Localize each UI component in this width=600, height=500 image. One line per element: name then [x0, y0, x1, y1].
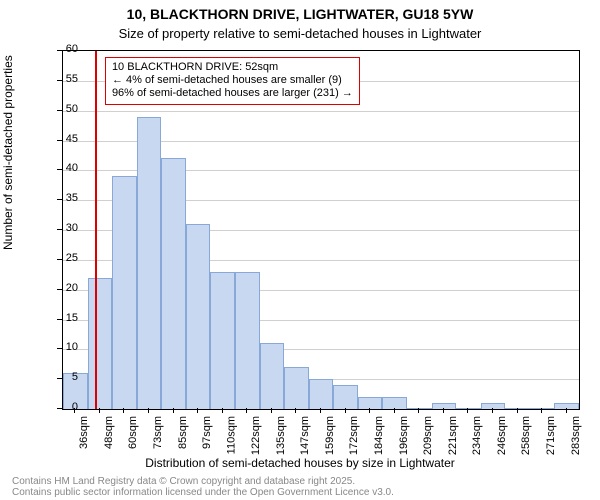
annotation-line: 10 BLACKTHORN DRIVE: 52sqm [112, 61, 353, 74]
y-tick-mark [57, 319, 62, 320]
histogram-bar [235, 272, 260, 409]
y-tick-label: 45 [48, 133, 78, 145]
x-tick-mark [541, 408, 542, 413]
histogram-bar [186, 224, 211, 409]
histogram-bar [210, 272, 235, 409]
gridline [63, 111, 579, 112]
histogram-bar [554, 403, 579, 409]
histogram-bar [284, 367, 309, 409]
y-tick-mark [57, 408, 62, 409]
histogram-bar [432, 403, 457, 409]
y-tick-mark [57, 378, 62, 379]
y-tick-label: 10 [48, 341, 78, 353]
y-tick-mark [57, 289, 62, 290]
x-tick-label: 283sqm [570, 416, 600, 455]
x-tick-mark [566, 408, 567, 413]
footer-line-2: Contains public sector information licen… [12, 487, 394, 498]
x-tick-mark [345, 408, 346, 413]
y-tick-mark [57, 259, 62, 260]
histogram-bar [137, 117, 162, 409]
histogram-bar [112, 176, 137, 409]
histogram-bar [456, 408, 481, 409]
chart-container: { "title_main": "10, BLACKTHORN DRIVE, L… [0, 0, 600, 500]
y-tick-mark [57, 110, 62, 111]
y-tick-label: 5 [48, 371, 78, 383]
x-tick-mark [148, 408, 149, 413]
y-tick-label: 50 [48, 103, 78, 115]
annotation-box: 10 BLACKTHORN DRIVE: 52sqm← 4% of semi-d… [105, 57, 360, 105]
y-tick-mark [57, 50, 62, 51]
x-tick-mark [492, 408, 493, 413]
histogram-bar [505, 408, 530, 409]
y-axis-label: Number of semi-detached properties [1, 55, 15, 250]
histogram-bar [88, 278, 113, 409]
footer-line-1: Contains HM Land Registry data © Crown c… [12, 476, 394, 487]
y-tick-mark [57, 348, 62, 349]
x-tick-mark [271, 408, 272, 413]
x-tick-mark [467, 408, 468, 413]
x-tick-mark [320, 408, 321, 413]
histogram-bar [161, 158, 186, 409]
x-tick-mark [443, 408, 444, 413]
x-tick-mark [369, 408, 370, 413]
x-tick-mark [173, 408, 174, 413]
y-tick-label: 25 [48, 252, 78, 264]
chart-title-main: 10, BLACKTHORN DRIVE, LIGHTWATER, GU18 5… [0, 6, 600, 22]
x-tick-mark [246, 408, 247, 413]
y-tick-label: 30 [48, 222, 78, 234]
histogram-bar [382, 397, 407, 409]
y-tick-mark [57, 229, 62, 230]
y-tick-mark [57, 169, 62, 170]
chart-title-sub: Size of property relative to semi-detach… [0, 26, 600, 41]
x-tick-mark [517, 408, 518, 413]
histogram-bar [260, 343, 285, 409]
y-tick-label: 20 [48, 282, 78, 294]
footer-attribution: Contains HM Land Registry data © Crown c… [12, 476, 394, 498]
annotation-line: ← 4% of semi-detached houses are smaller… [112, 74, 353, 87]
x-axis-label: Distribution of semi-detached houses by … [0, 456, 600, 470]
y-tick-mark [57, 140, 62, 141]
histogram-bar [333, 385, 358, 409]
y-tick-label: 40 [48, 162, 78, 174]
y-tick-label: 15 [48, 312, 78, 324]
reference-line [95, 51, 97, 409]
x-tick-mark [295, 408, 296, 413]
y-tick-mark [57, 80, 62, 81]
y-tick-mark [57, 199, 62, 200]
x-tick-mark [418, 408, 419, 413]
histogram-bar [309, 379, 334, 409]
x-tick-mark [222, 408, 223, 413]
annotation-line: 96% of semi-detached houses are larger (… [112, 87, 353, 100]
x-tick-mark [74, 408, 75, 413]
x-tick-mark [197, 408, 198, 413]
y-tick-label: 55 [48, 73, 78, 85]
x-tick-mark [394, 408, 395, 413]
plot-area: 10 BLACKTHORN DRIVE: 52sqm← 4% of semi-d… [62, 50, 580, 410]
y-tick-label: 60 [48, 43, 78, 55]
x-tick-mark [99, 408, 100, 413]
y-tick-label: 35 [48, 192, 78, 204]
x-tick-mark [123, 408, 124, 413]
histogram-bar [407, 408, 432, 409]
